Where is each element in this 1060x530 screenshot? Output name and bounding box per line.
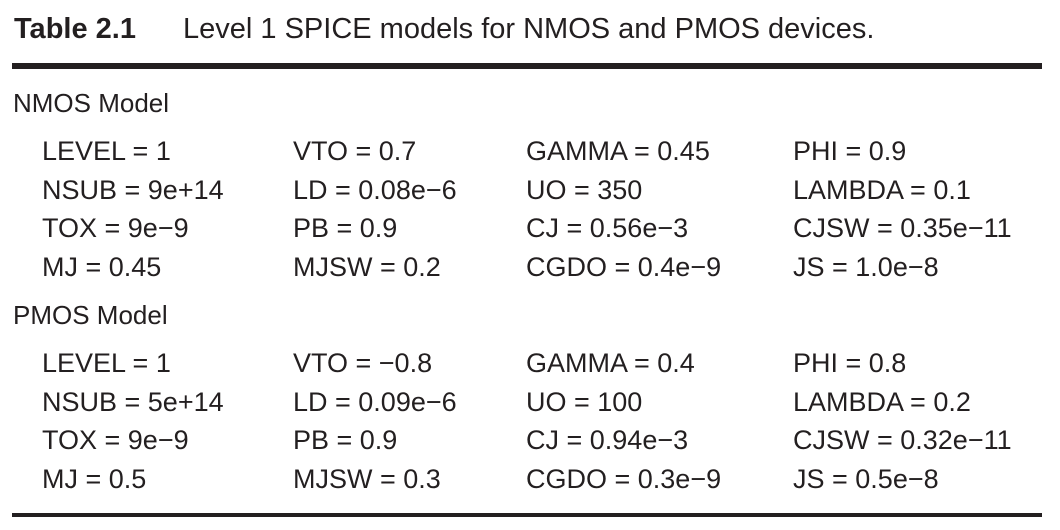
parameter: PB = 0.9 — [293, 425, 398, 455]
parameter: MJSW = 0.3 — [293, 463, 441, 494]
table-label: Table 2.1 — [14, 13, 136, 45]
table-title: Level 1 SPICE models for NMOS and PMOS d… — [183, 13, 875, 45]
parameter: LAMBDA = 0.1 — [793, 174, 971, 205]
parameter: LEVEL = 1 — [42, 136, 171, 166]
parameter: LEVEL = 1 — [42, 348, 171, 378]
section-title: NMOS Model — [13, 88, 170, 118]
parameter: GAMMA = 0.4 — [526, 348, 695, 378]
parameter: CJ = 0.94e−3 — [526, 425, 689, 455]
parameter: MJ = 0.5 — [42, 463, 147, 494]
parameter: CGDO = 0.3e−9 — [526, 463, 722, 494]
parameter: JS = 0.5e−8 — [793, 463, 939, 494]
parameter: MJSW = 0.2 — [293, 251, 441, 282]
parameter: MJ = 0.45 — [42, 251, 162, 282]
parameter: LD = 0.09e−6 — [293, 386, 457, 417]
parameter: CJSW = 0.32e−11 — [793, 425, 1012, 455]
top-rule — [12, 63, 1042, 69]
parameter: LD = 0.08e−6 — [293, 174, 457, 205]
parameter: UO = 350 — [526, 174, 643, 205]
parameter: PHI = 0.8 — [793, 348, 907, 378]
parameter: NSUB = 5e+14 — [42, 386, 224, 417]
parameter: VTO = −0.8 — [293, 348, 433, 378]
parameter: LAMBDA = 0.2 — [793, 386, 971, 417]
parameter: VTO = 0.7 — [293, 136, 417, 166]
parameter: TOX = 9e−9 — [42, 213, 189, 243]
parameter: PB = 0.9 — [293, 213, 398, 243]
parameter: UO = 100 — [526, 386, 643, 417]
parameter: CJ = 0.56e−3 — [526, 213, 689, 243]
parameter: GAMMA = 0.45 — [526, 136, 710, 166]
parameter: TOX = 9e−9 — [42, 425, 189, 455]
parameter: CJSW = 0.35e−11 — [793, 213, 1012, 243]
parameter: CGDO = 0.4e−9 — [526, 251, 722, 282]
parameter: NSUB = 9e+14 — [42, 174, 224, 205]
parameter: JS = 1.0e−8 — [793, 251, 939, 282]
section-title: PMOS Model — [13, 300, 168, 330]
parameter: PHI = 0.9 — [793, 136, 907, 166]
bottom-rule — [12, 513, 1042, 517]
